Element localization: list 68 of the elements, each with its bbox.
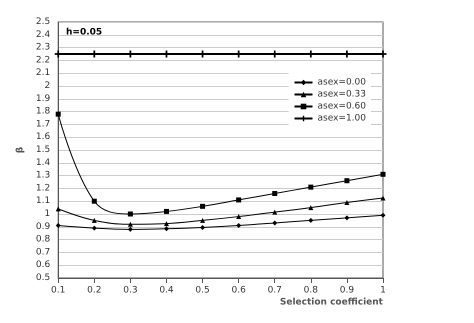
point — [200, 204, 206, 209]
point — [236, 214, 242, 220]
y-tick-label: 0.9 — [36, 222, 50, 232]
point — [92, 226, 97, 231]
point — [272, 220, 278, 226]
x-tick-label: 0.4 — [159, 286, 174, 296]
point — [200, 224, 206, 230]
point — [308, 218, 314, 223]
point — [344, 178, 350, 184]
point — [128, 212, 133, 216]
y-tick-label: 2.2 — [36, 55, 50, 66]
y-tick-label: 1.9 — [36, 94, 50, 104]
point — [200, 218, 206, 223]
y-tick-label: 0.8 — [36, 234, 50, 245]
point — [56, 112, 61, 117]
y-tick-label: 2.3 — [36, 42, 50, 53]
annotation: h=0.05 — [66, 28, 102, 38]
y-tick-label: 0.7 — [36, 247, 50, 258]
legend-label: asex=0.60 — [318, 102, 366, 112]
y-tick-label: 1.5 — [36, 145, 50, 155]
y-tick-label: 2.4 — [36, 30, 50, 40]
point — [56, 206, 61, 212]
y-tick-label: 1.7 — [36, 119, 50, 130]
point — [272, 191, 278, 196]
point — [236, 223, 242, 228]
y-tick-label: 2.5 — [36, 17, 50, 27]
y-tick-label: 1.2 — [36, 183, 50, 194]
point — [128, 222, 133, 227]
y-tick-label: 2.1 — [36, 68, 50, 78]
point — [344, 200, 350, 205]
x-tick-label: 0.5 — [195, 286, 210, 296]
point — [272, 210, 278, 215]
y-tick-label: 1.1 — [36, 196, 50, 206]
x-tick-label: 0.9 — [340, 286, 354, 296]
point — [236, 197, 242, 202]
x-tick-label: 0.6 — [231, 286, 246, 296]
y-axis-title: β — [16, 146, 26, 154]
point — [92, 198, 97, 204]
y-tick-label: 1.6 — [36, 132, 50, 142]
point — [56, 223, 61, 228]
point — [380, 212, 386, 218]
y-tick-label: 1 — [44, 209, 50, 219]
y-tick-label: 0.6 — [36, 260, 50, 270]
x-tick-label: 0.8 — [304, 286, 318, 296]
point — [164, 221, 169, 226]
point — [128, 226, 133, 232]
x-axis-title: Selection coefficient — [280, 298, 384, 308]
y-tick-label: 2 — [44, 81, 50, 91]
y-tick-label: 1.4 — [36, 158, 50, 168]
point — [164, 226, 169, 232]
point — [380, 172, 386, 177]
y-tick-label: 0.5 — [36, 273, 50, 283]
point — [308, 184, 314, 190]
point — [344, 215, 350, 220]
point — [308, 205, 314, 210]
point — [380, 196, 386, 200]
x-tick-label: 0.7 — [268, 286, 282, 296]
legend-label: asex=1.00 — [318, 114, 366, 124]
point — [164, 208, 169, 214]
y-tick-label: 1.8 — [36, 106, 50, 117]
x-tick-label: 0.2 — [87, 286, 102, 296]
point — [92, 218, 97, 223]
x-tick-label: 0.3 — [123, 286, 138, 296]
y-tick-label: 1.3 — [36, 170, 50, 181]
x-tick-label: 1 — [380, 286, 386, 296]
legend-label: asex=0.33 — [318, 90, 366, 100]
legend-label: asex=0.00 — [318, 78, 366, 88]
x-tick-label: 0.1 — [51, 286, 66, 296]
